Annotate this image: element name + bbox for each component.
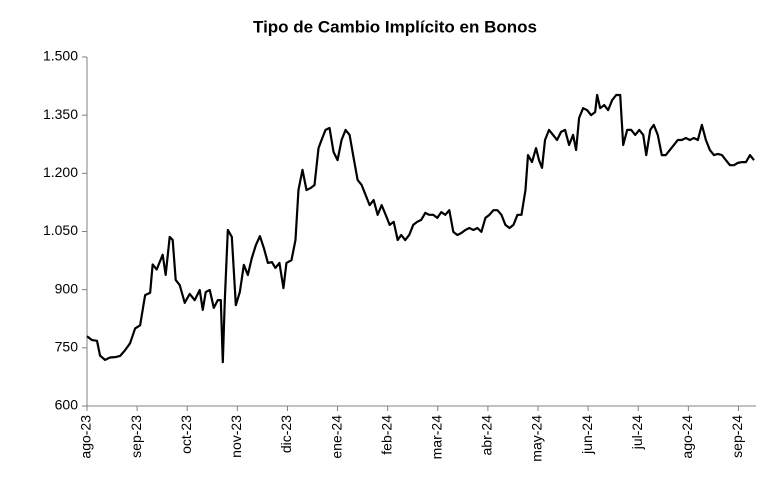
x-tick-label: may-24 [529,415,545,462]
chart-title: Tipo de Cambio Implícito en Bonos [253,17,537,36]
x-tick-label: ago-23 [78,415,94,459]
x-tick-label: ene-24 [328,415,344,459]
x-tick-label: dic-23 [278,415,294,453]
y-tick-label: 1.050 [43,222,78,238]
y-tick-label: 750 [55,339,79,355]
y-tick-label: 1.500 [43,48,78,64]
x-tick-label: mar-24 [428,415,444,460]
x-tick-label: sep-24 [729,415,745,458]
y-tick-label: 600 [55,397,79,413]
x-tick-label: oct-23 [178,415,194,454]
y-tick-label: 1.350 [43,106,78,122]
x-tick-label: abr-24 [479,415,495,456]
x-tick-label: jun-24 [579,415,595,455]
y-tick-label: 900 [55,280,79,296]
x-tick-label: feb-24 [378,415,394,455]
series-line [86,93,755,364]
x-tick-label: nov-23 [228,415,244,458]
x-tick-label: sep-23 [128,415,144,458]
y-tick-label: 1.200 [43,164,78,180]
x-tick-label: ago-24 [679,415,695,459]
x-tick-label: jul-24 [629,415,645,450]
